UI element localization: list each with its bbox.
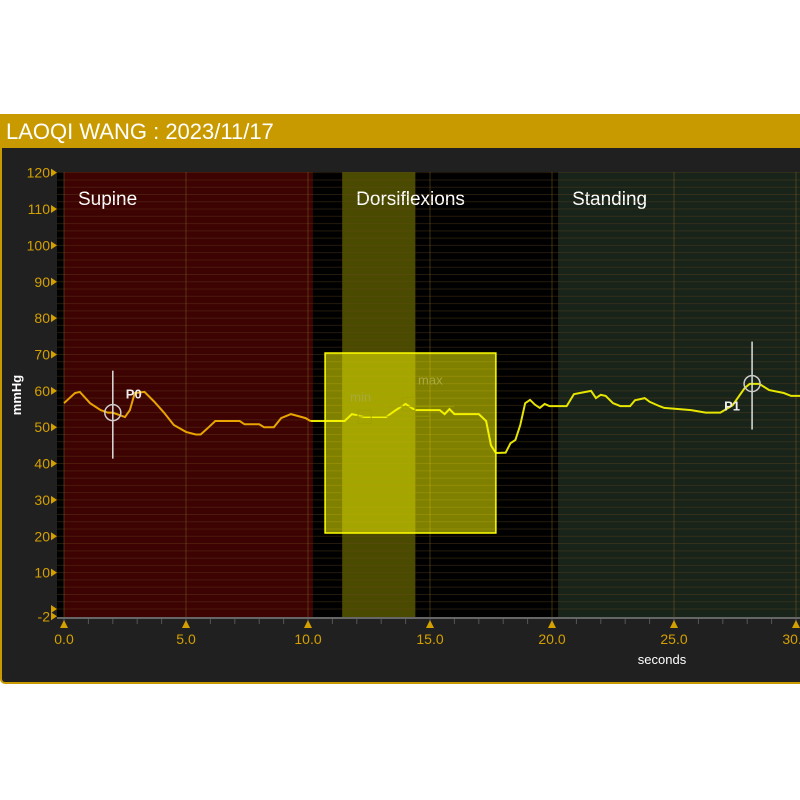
max-marker xyxy=(401,397,416,412)
min-marker xyxy=(357,409,372,424)
x-axis-label: seconds xyxy=(638,652,687,667)
region-label: Standing xyxy=(572,189,647,210)
x-tick-label: 20.0 xyxy=(538,631,565,647)
max-label: max xyxy=(418,373,443,388)
marker-circle[interactable] xyxy=(743,374,761,393)
region-label: Supine xyxy=(78,189,137,210)
marker-label: P0 xyxy=(126,387,142,402)
x-tick-label: 30.0 xyxy=(782,631,800,647)
y-tick-marker xyxy=(51,459,57,468)
x-tick-marker xyxy=(548,620,556,628)
y-tick-marker xyxy=(51,168,57,177)
y-tick-label: 110 xyxy=(28,201,51,217)
y-tick-marker xyxy=(51,314,57,323)
y-tick-marker xyxy=(51,350,57,359)
window-title: LAOQI WANG : 2023/11/17 xyxy=(0,114,800,148)
y-tick-marker xyxy=(51,205,57,214)
x-tick-label: 10.0 xyxy=(294,631,321,647)
y-axis-label: mmHg xyxy=(9,375,24,416)
x-tick-marker xyxy=(182,620,190,628)
y-tick-marker xyxy=(51,568,57,577)
y-tick-marker xyxy=(51,423,57,432)
y-tick-label: 60 xyxy=(34,383,50,399)
y-tick-label: 10 xyxy=(34,565,50,581)
y-tick-marker xyxy=(51,241,57,250)
y-tick-label: 120 xyxy=(27,165,51,181)
x-tick-marker xyxy=(60,620,68,628)
x-tick-marker xyxy=(792,620,800,628)
x-tick-marker xyxy=(670,620,678,628)
y-tick-label: 80 xyxy=(34,310,50,326)
x-tick-label: 15.0 xyxy=(416,631,443,647)
region-band xyxy=(558,172,800,617)
region-label: Dorsiflexions xyxy=(356,189,465,210)
marker-circle[interactable] xyxy=(104,403,122,422)
y-tick-label: 70 xyxy=(34,346,50,362)
y-tick-marker xyxy=(51,495,57,504)
x-tick-label: 5.0 xyxy=(176,631,196,647)
x-tick-label: 0.0 xyxy=(54,631,74,647)
y-tick-label: -2 xyxy=(38,608,51,624)
region-band xyxy=(64,172,313,617)
y-tick-marker xyxy=(51,612,57,621)
x-tick-marker xyxy=(304,620,312,628)
y-tick-marker xyxy=(51,532,57,541)
min-label: min xyxy=(350,389,371,404)
marker-label: P1 xyxy=(724,399,740,414)
y-tick-marker xyxy=(51,277,57,286)
x-tick-label: 25.0 xyxy=(660,631,687,647)
y-tick-label: 100 xyxy=(27,237,51,253)
selection-box[interactable] xyxy=(324,352,497,534)
y-tick-label: 50 xyxy=(34,419,50,435)
y-tick-marker xyxy=(51,605,57,613)
y-tick-label: 20 xyxy=(34,528,50,544)
x-tick-marker xyxy=(426,620,434,628)
y-tick-marker xyxy=(51,386,57,395)
y-tick-label: 40 xyxy=(34,456,50,472)
y-tick-label: 90 xyxy=(34,274,50,290)
y-tick-label: 30 xyxy=(34,492,50,508)
